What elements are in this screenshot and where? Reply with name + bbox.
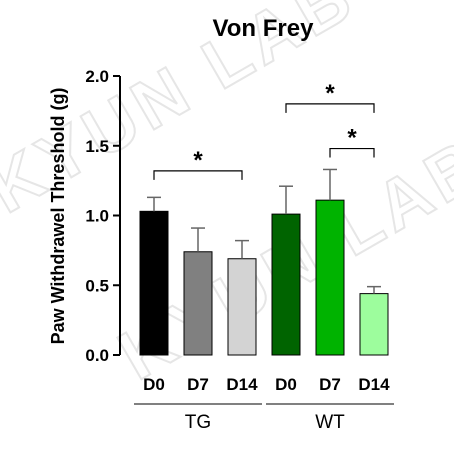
significance-bracket <box>153 170 243 180</box>
y-axis-label: Paw Withdrawel Threshold (g) <box>48 88 68 345</box>
y-tick-label: 1.5 <box>85 137 109 156</box>
group-label: TG <box>185 412 211 433</box>
bar <box>139 210 169 356</box>
bar <box>315 199 345 356</box>
significance-bracket <box>285 103 375 113</box>
axes: 0.0 0.5 1.0 1.5 2.0 <box>85 67 121 365</box>
category-label: D14 <box>358 375 390 394</box>
significance-star: * <box>347 125 357 152</box>
category-labels: D0 D7 D14 D0 D7 D14 TG WT <box>134 375 394 433</box>
significance-bracket <box>329 147 375 158</box>
bar <box>271 213 301 356</box>
category-label: D7 <box>319 375 341 394</box>
y-tick-label: 0.0 <box>85 346 109 365</box>
bars <box>139 168 389 356</box>
significance-annotations: * * * <box>153 80 375 180</box>
bar <box>183 251 213 356</box>
group-label: WT <box>315 412 345 433</box>
bar <box>227 258 257 356</box>
significance-star: * <box>325 80 335 107</box>
category-label: D7 <box>187 375 209 394</box>
category-label: D0 <box>143 375 165 394</box>
chart-title: Von Frey <box>213 15 315 42</box>
y-tick-label: 1.0 <box>85 207 109 226</box>
significance-star: * <box>193 147 203 174</box>
y-tick-label: 0.5 <box>85 276 109 295</box>
category-label: D14 <box>226 375 258 394</box>
category-label: D0 <box>275 375 297 394</box>
bar <box>359 293 389 356</box>
y-tick-label: 2.0 <box>85 67 109 86</box>
